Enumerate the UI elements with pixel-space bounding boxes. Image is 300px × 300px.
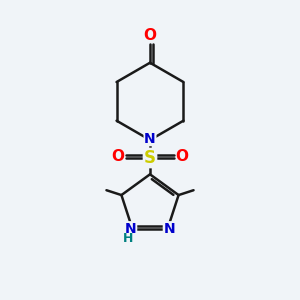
Text: O: O (143, 28, 157, 43)
Text: O: O (111, 149, 124, 164)
Text: S: S (144, 149, 156, 167)
Text: N: N (163, 222, 175, 236)
Text: N: N (125, 222, 137, 236)
Text: H: H (123, 232, 133, 245)
Text: O: O (176, 149, 189, 164)
Text: N: N (144, 132, 156, 145)
